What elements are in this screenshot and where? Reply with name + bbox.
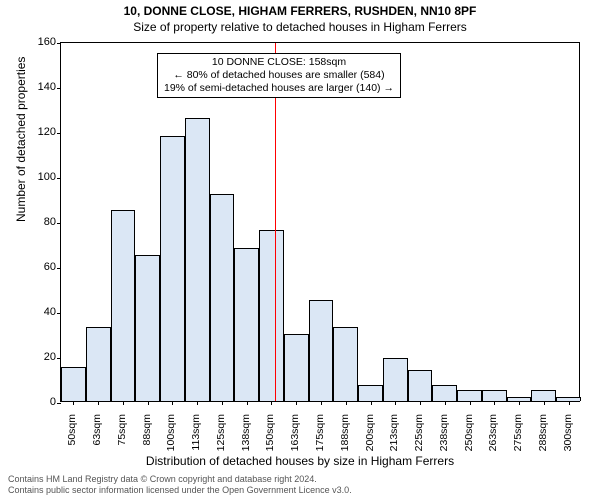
y-tick-label: 120 <box>26 126 56 138</box>
x-tick-label: 63sqm <box>91 414 103 464</box>
histogram-bar <box>210 194 235 401</box>
x-tick-mark <box>172 401 173 405</box>
y-tick-mark <box>57 43 61 44</box>
histogram-bar <box>358 385 383 401</box>
x-tick-label: 275sqm <box>512 414 524 464</box>
x-tick-mark <box>569 401 570 405</box>
histogram-bar <box>531 390 556 401</box>
histogram-bar <box>284 334 309 402</box>
annotation-box: 10 DONNE CLOSE: 158sqm← 80% of detached … <box>157 53 401 98</box>
annotation-line: 19% of semi-detached houses are larger (… <box>164 82 394 95</box>
histogram-bar <box>309 300 334 401</box>
x-tick-label: 125sqm <box>215 414 227 464</box>
histogram-bar <box>333 327 358 401</box>
y-tick-label: 0 <box>26 396 56 408</box>
chart-area: 10 DONNE CLOSE: 158sqm← 80% of detached … <box>60 42 580 402</box>
x-tick-mark <box>519 401 520 405</box>
x-tick-label: 113sqm <box>190 414 202 464</box>
histogram-bar <box>408 370 433 402</box>
x-tick-mark <box>271 401 272 405</box>
x-tick-mark <box>544 401 545 405</box>
x-tick-mark <box>247 401 248 405</box>
x-tick-mark <box>420 401 421 405</box>
histogram-bar <box>61 367 86 401</box>
histogram-bar <box>383 358 408 401</box>
x-tick-label: 250sqm <box>463 414 475 464</box>
x-tick-label: 175sqm <box>314 414 326 464</box>
y-tick-mark <box>57 133 61 134</box>
histogram-bar <box>86 327 111 401</box>
x-tick-mark <box>222 401 223 405</box>
y-tick-label: 80 <box>26 216 56 228</box>
plot-area: 10 DONNE CLOSE: 158sqm← 80% of detached … <box>60 42 580 402</box>
y-tick-label: 160 <box>26 36 56 48</box>
x-tick-label: 263sqm <box>487 414 499 464</box>
footer-attribution: Contains HM Land Registry data © Crown c… <box>8 474 592 496</box>
x-tick-mark <box>371 401 372 405</box>
x-tick-mark <box>321 401 322 405</box>
histogram-bar <box>160 136 185 402</box>
x-tick-label: 100sqm <box>165 414 177 464</box>
x-tick-label: 188sqm <box>339 414 351 464</box>
x-tick-label: 288sqm <box>537 414 549 464</box>
y-tick-label: 140 <box>26 81 56 93</box>
page-subtitle: Size of property relative to detached ho… <box>0 20 600 34</box>
y-tick-mark <box>57 268 61 269</box>
x-tick-label: 300sqm <box>562 414 574 464</box>
x-tick-mark <box>123 401 124 405</box>
y-tick-mark <box>57 178 61 179</box>
x-tick-label: 75sqm <box>116 414 128 464</box>
y-tick-mark <box>57 358 61 359</box>
x-tick-label: 238sqm <box>438 414 450 464</box>
y-tick-mark <box>57 88 61 89</box>
x-tick-mark <box>148 401 149 405</box>
x-tick-label: 225sqm <box>413 414 425 464</box>
y-tick-mark <box>57 223 61 224</box>
histogram-bar <box>185 118 210 402</box>
x-tick-mark <box>98 401 99 405</box>
histogram-bar <box>432 385 457 401</box>
annotation-line: ← 80% of detached houses are smaller (58… <box>164 69 394 82</box>
x-tick-mark <box>445 401 446 405</box>
x-tick-label: 200sqm <box>364 414 376 464</box>
x-tick-mark <box>296 401 297 405</box>
histogram-bar <box>482 390 507 401</box>
histogram-bar <box>135 255 160 401</box>
chart-container: 10, DONNE CLOSE, HIGHAM FERRERS, RUSHDEN… <box>0 0 600 500</box>
y-tick-mark <box>57 313 61 314</box>
x-tick-label: 150sqm <box>264 414 276 464</box>
y-tick-label: 40 <box>26 306 56 318</box>
x-tick-mark <box>346 401 347 405</box>
y-tick-label: 100 <box>26 171 56 183</box>
histogram-bar <box>259 230 284 401</box>
x-tick-label: 163sqm <box>289 414 301 464</box>
x-tick-mark <box>197 401 198 405</box>
x-tick-label: 50sqm <box>66 414 78 464</box>
x-tick-mark <box>395 401 396 405</box>
footer-line-2: Contains public sector information licen… <box>8 485 592 496</box>
x-tick-mark <box>470 401 471 405</box>
x-tick-label: 213sqm <box>388 414 400 464</box>
x-tick-label: 138sqm <box>240 414 252 464</box>
annotation-line: 10 DONNE CLOSE: 158sqm <box>164 56 394 69</box>
histogram-bar <box>457 390 482 401</box>
x-tick-label: 88sqm <box>141 414 153 464</box>
y-tick-mark <box>57 403 61 404</box>
footer-line-1: Contains HM Land Registry data © Crown c… <box>8 474 592 485</box>
x-tick-mark <box>73 401 74 405</box>
x-tick-mark <box>494 401 495 405</box>
histogram-bar <box>111 210 136 401</box>
y-tick-label: 60 <box>26 261 56 273</box>
page-title: 10, DONNE CLOSE, HIGHAM FERRERS, RUSHDEN… <box>0 4 600 18</box>
y-tick-label: 20 <box>26 351 56 363</box>
histogram-bar <box>234 248 259 401</box>
